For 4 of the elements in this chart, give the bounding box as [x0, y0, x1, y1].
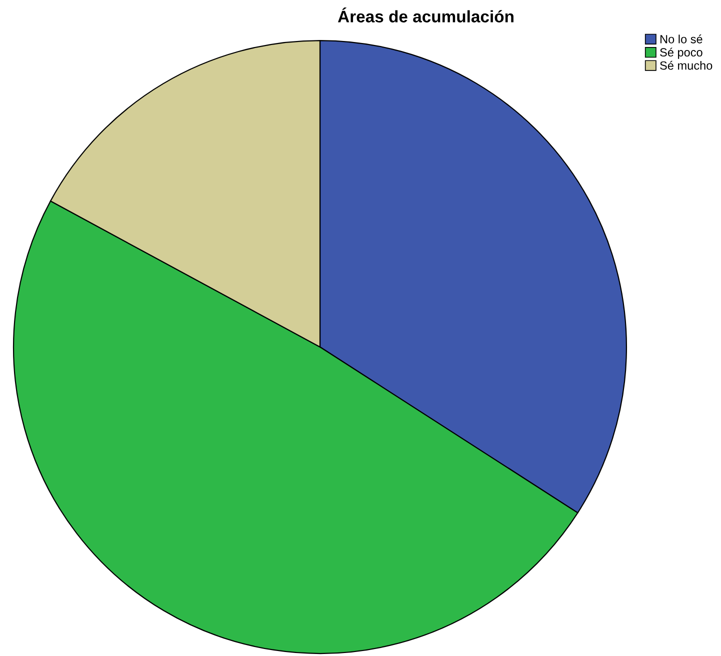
legend-label: Sé mucho — [660, 60, 712, 70]
chart-title: Áreas de acumulación — [338, 8, 514, 22]
legend-label: Sé poco — [660, 48, 702, 59]
legend-label: No lo sé — [660, 34, 702, 44]
